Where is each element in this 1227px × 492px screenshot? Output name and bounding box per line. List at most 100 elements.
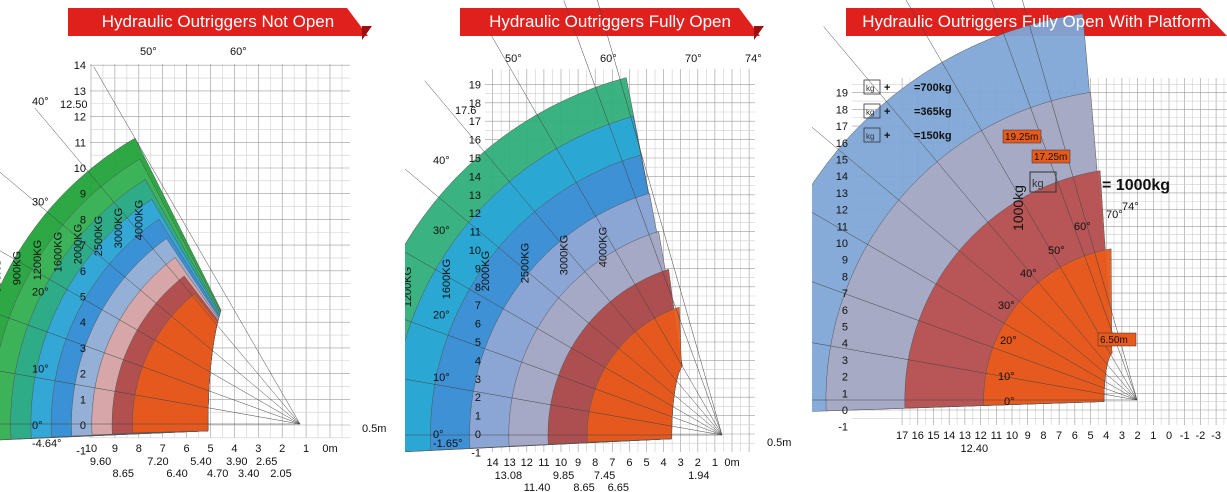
y-tick-label: 0 (842, 405, 848, 417)
y-tick-label: 6 (842, 305, 848, 317)
angle-labels-top: 50° 60° (140, 46, 247, 58)
x-tick-label: 5 (207, 443, 213, 455)
y-tick-label: 11 (75, 137, 86, 149)
chart-fully-open: Hydraulic Outriggers Fully Open 850KG120… (405, 0, 805, 492)
angle-line (0, 171, 301, 425)
dimension-box (1031, 149, 1071, 164)
angle-lines (812, 0, 1138, 401)
dimension-label: 6.50m (1100, 335, 1128, 346)
reach-label: 1.94 (688, 470, 709, 482)
x-tick-label: 0m (724, 457, 739, 469)
x-tick-label: 0 (1166, 430, 1172, 442)
main-load-label: = 1000kg (1102, 177, 1170, 194)
x-tick-label: -3 (1211, 430, 1221, 442)
zone-label: 2500KG (93, 216, 105, 256)
x-tick-label: 2 (1135, 430, 1141, 442)
zone-label: 1200KG (405, 267, 414, 307)
angle-label: 20° (433, 309, 450, 321)
load-chart-svg: 400KG600KG900KG1200KG1600KG2000KG2500KG3… (0, 46, 386, 480)
angle-line (812, 126, 1138, 401)
angle-label: 74° (1122, 201, 1139, 213)
zone-label: 1600KG (441, 259, 453, 299)
angle-labels: 0° 10° 20° 30° 40° -4.64° (32, 96, 61, 450)
reach-label: 8.65 (113, 468, 134, 480)
angle-line (563, 0, 723, 436)
y-tick-label: -1 (838, 422, 848, 434)
angle-label: 10° (433, 372, 450, 384)
angle-line (991, 0, 1138, 401)
x-tick-label: 7 (160, 443, 166, 455)
x-tick-label: -2 (1196, 430, 1206, 442)
angle-label: 70° (1106, 209, 1123, 221)
x-tick-label: 17 (896, 430, 908, 442)
x-tick-label: 15 (927, 430, 939, 442)
load-zones: 400KG600KG900KG1200KG1600KG2000KG2500KG3… (0, 137, 222, 441)
angle-line (34, 107, 301, 425)
reach-label: 5.40 (190, 456, 211, 468)
angle-line (0, 250, 301, 425)
reach-label: 2.65 (256, 456, 277, 468)
y-tick-label: 15 (836, 155, 848, 167)
y-tick-label: 3 (80, 343, 86, 355)
y-tick-label: 5 (842, 322, 848, 334)
legend: kg + =700kg kg + =365kg kg + =150kg (863, 79, 952, 143)
angle-label: 60° (230, 46, 247, 58)
x-tick-label: 1 (1150, 430, 1156, 442)
zone-label: 2500KG (519, 243, 531, 283)
x-tick-label: 4 (661, 457, 667, 469)
angle-line (0, 370, 301, 425)
chart-title-banner: Hydraulic Outriggers Not Open (68, 8, 372, 40)
y-tick-label: 17 (469, 116, 481, 128)
y-tick-label: 12 (836, 205, 848, 217)
x-tick-label: 13 (504, 457, 516, 469)
y-tick-label: 6 (475, 319, 481, 331)
y-tick-label: 10 (74, 163, 86, 175)
angle-label: 50° (140, 46, 157, 58)
y-tick-label: 6 (80, 266, 86, 278)
angle-label: 74° (745, 53, 762, 65)
angle-line (812, 212, 1138, 401)
angle-line (597, 0, 723, 436)
y-tick-label: 14 (836, 171, 848, 183)
legend-label: + (884, 130, 890, 142)
y-tick-label: 1 (80, 394, 86, 406)
scale-label: 0.5m (362, 423, 386, 435)
angle-label: 60° (600, 53, 617, 65)
load-zones: 1000kg (812, 13, 1113, 412)
chart-title: Hydraulic Outriggers Not Open (101, 12, 335, 31)
x-tick-label: 3 (1119, 430, 1125, 442)
y-tick-label: 7 (475, 300, 481, 312)
x-tick-label: 4 (1103, 430, 1109, 442)
x-tick-label: 6 (184, 443, 190, 455)
kg-icon-label: kg (866, 84, 874, 93)
zone-label: 1000kg (1010, 185, 1026, 231)
y-tick-label: 12 (469, 208, 481, 220)
x-tick-label: 14 (486, 457, 498, 469)
angle-line (93, 66, 301, 425)
dimension-label: 17.25m (1034, 152, 1067, 163)
x-tick-label: 8 (592, 457, 598, 469)
angle-label: 70° (685, 53, 702, 65)
reach-label: 6.40 (166, 468, 187, 480)
angle-label: 60° (1074, 221, 1091, 233)
angle-label: 30° (998, 300, 1015, 312)
angle-label: 40° (1020, 268, 1037, 280)
reach-label: 11.40 (524, 482, 551, 492)
y-tick-label: 19 (469, 79, 481, 91)
y-tick-label: 1 (842, 388, 848, 400)
x-tick-label: 7 (609, 457, 615, 469)
y-tick-label: 19 (836, 88, 848, 100)
x-tick-label: 11 (538, 457, 549, 469)
angle-label: 30° (32, 196, 49, 208)
angle-label: 20° (32, 286, 49, 298)
angle-line (405, 378, 723, 436)
angle-line (823, 26, 1138, 401)
x-tick-label: 8 (1040, 430, 1046, 442)
x-tick-label: 6 (626, 457, 632, 469)
reach-label: 6.65 (608, 482, 629, 492)
chart-title-banner: Hydraulic Outriggers Fully Open (460, 8, 764, 40)
